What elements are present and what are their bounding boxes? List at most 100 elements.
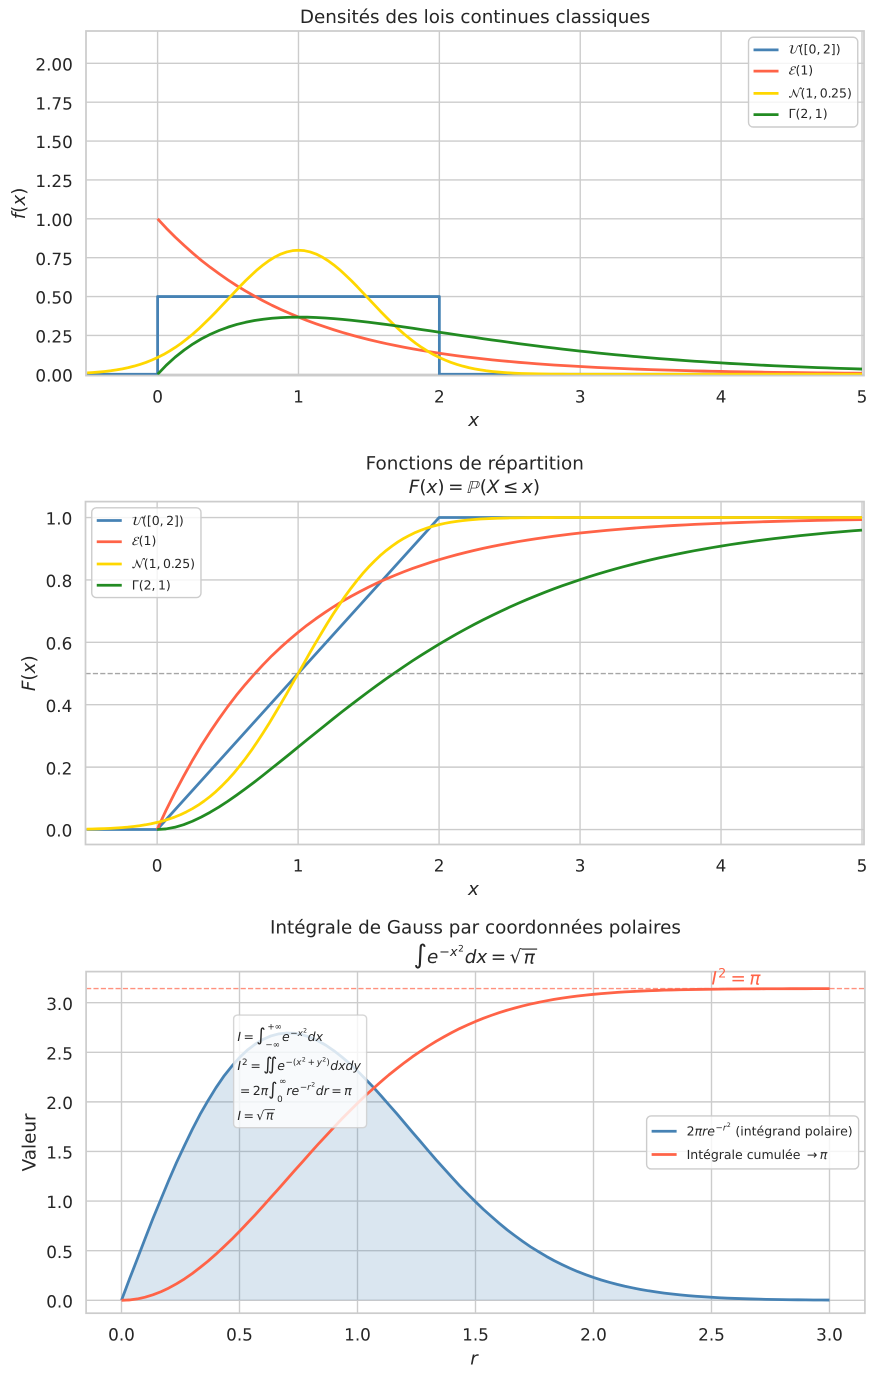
ytick-label: 0.6 — [46, 633, 73, 653]
annotation-line-0-part: = — [244, 1029, 254, 1044]
xtick-label: 1 — [293, 387, 304, 407]
ytick-label: 1.75 — [35, 93, 72, 113]
annotation-text: I =+∞−∞e − x 2 dxI 2 = e −(x 2 + y 2) dxdy=2 π∞0re − r 2 dr… — [237, 1023, 361, 1123]
annotation-line-1-part: 2 — [322, 1056, 326, 1063]
series-1-2 — [86, 516, 862, 831]
annotation-line-3-part: π — [266, 1107, 274, 1122]
annotation-line-1-part: e — [277, 1058, 285, 1073]
annotation-line-1-part: ) — [326, 1058, 329, 1068]
annotation-line-1-part: −( — [285, 1058, 296, 1068]
i2pi-part: = — [730, 969, 745, 990]
i2pi-part: π — [749, 969, 761, 990]
legend-frame — [747, 36, 859, 128]
ylabel-part: F — [19, 680, 40, 691]
chart-subtitle: F(x)=(X ≤ x) — [409, 477, 540, 498]
grid — [86, 31, 864, 376]
ytick-label: 1.00 — [35, 210, 72, 230]
gauss-title: Intégrale de Gauss par coordonnées polai… — [270, 918, 681, 939]
legend-label-0-part: 2 — [687, 1124, 695, 1139]
xtick-label: 0.0 — [108, 1324, 135, 1344]
i2pi-part: I — [712, 969, 717, 990]
series-0-2 — [87, 248, 862, 376]
subtitle-part: ≤ — [503, 477, 518, 498]
annotation-box — [232, 1014, 368, 1129]
legend-label-1-part: Intégrale — [687, 1147, 743, 1162]
gauss-overlays: I =+∞−∞e − x 2 dxI 2 = e −(x 2 + y 2) dxdy=2 π∞0re − r 2 dr… — [46, 943, 860, 1369]
subtitle-part: )= — [437, 477, 463, 498]
legend-label-0-part: ([0,2]) — [142, 513, 184, 528]
annotation-line-1-part: dxdy — [330, 1058, 361, 1073]
legend-label-1-part: (1) — [795, 63, 813, 78]
legend-label-0-part: − — [716, 1124, 723, 1134]
series-1-1 — [155, 518, 863, 831]
legend: 2 πre − r 2 (intégrand polaire)Intégrale cumulé… — [645, 1115, 860, 1170]
ylabel-part: x — [9, 195, 30, 207]
axes-frame — [84, 500, 865, 846]
math-glyph-dint — [269, 1081, 277, 1099]
subtitle-part: dx — [465, 947, 488, 968]
subtitle-part: ( — [480, 477, 487, 498]
ytick-label: 2.5 — [46, 1043, 73, 1063]
gauss-ylabel: Valeur — [20, 1113, 41, 1171]
legend-label-1-part: cumulée — [747, 1147, 801, 1162]
math-glyph-bbP — [467, 480, 480, 493]
legend-label-0-part: 2 — [727, 1122, 731, 1129]
annotation-line-2-part: ∞ — [279, 1077, 286, 1087]
annotation-line-2-part: dr — [316, 1083, 330, 1098]
annotation-line-1-part: 2 — [242, 1058, 248, 1068]
ylabel-part: ) — [19, 655, 40, 662]
ytick-label: 1.50 — [35, 132, 72, 152]
annotation-line-2-part: =2 — [240, 1083, 261, 1098]
xlabel-part: x — [467, 410, 479, 431]
repartition-title: Fonctions de répartition — [366, 454, 584, 475]
sqrt-bar — [264, 1109, 276, 1111]
xtick-label: 5 — [857, 387, 868, 407]
legend-label-1-part: (1) — [139, 533, 157, 548]
math-glyph-calU — [132, 516, 144, 526]
densites-title: Densités des lois continues classiques — [300, 7, 650, 28]
chart-gauss-polaire: I =+∞−∞e − x 2 dxI 2 = e −(x 2 + y 2) dxdy=2 π∞0re − r 2 dr… — [20, 918, 866, 1369]
axes-frame — [85, 30, 865, 377]
annotation-line-3-part: =√ — [244, 1108, 265, 1123]
xtick-label: 3 — [575, 856, 586, 876]
annotation-line-0-part: I — [237, 1029, 241, 1044]
refline-label: I 2 = π — [712, 967, 762, 990]
annotation-line-1-part: = — [250, 1058, 260, 1073]
sqrt-bar — [521, 948, 538, 950]
ylabel-part: ) — [9, 188, 30, 195]
ytick-label: 0.50 — [35, 288, 72, 308]
annotation-line-0-part: −∞ — [265, 1041, 280, 1051]
densites-overlays: ([0,2]) (1) (1,0.25) Γ(2,1) 0 1 2 3 4 5 0.00 0.25 0.… — [9, 36, 868, 431]
repartition-plot-area — [84, 500, 865, 846]
xtick-label: 1.5 — [462, 1324, 489, 1344]
ylabel-part: ( — [19, 673, 40, 680]
subtitle-part: X — [486, 477, 500, 498]
series-1-3 — [157, 528, 863, 831]
subtitle-part: ( — [419, 477, 426, 498]
legend-label-0-part: ([0,2]) — [799, 41, 841, 56]
ylabel-part: ( — [9, 206, 30, 213]
xlabel-part: r — [470, 1348, 479, 1369]
ytick-label: 1.0 — [46, 1192, 73, 1212]
xtick-label: 3 — [575, 387, 586, 407]
annotation-line-2-part: 0 — [277, 1095, 283, 1105]
ytick-label: 0.0 — [46, 1291, 73, 1311]
xtick-label: 5 — [857, 856, 868, 876]
annotation-line-0-part: e — [282, 1029, 290, 1044]
xtick-label: 4 — [716, 387, 727, 407]
subtitle-part: 2 — [458, 944, 464, 954]
axes-frame — [85, 970, 866, 1315]
annotation-line-0-part: − — [290, 1029, 297, 1039]
xtick-label: 2 — [434, 387, 445, 407]
densites-plot-area — [85, 30, 865, 377]
subtitle-part: x — [449, 945, 458, 960]
legend-frame — [91, 507, 202, 599]
annotation-line-3-part: I — [237, 1108, 241, 1123]
xtick-label: 0 — [152, 856, 163, 876]
annotation-line-1-part: x — [295, 1058, 302, 1068]
xtick-label: 1 — [293, 856, 304, 876]
legend-label-2-part: (1,0.25) — [144, 556, 195, 571]
legend: ([0,2]) (1) (1,0.25) Γ(2,1) — [91, 507, 202, 599]
ytick-label: 2.0 — [46, 1093, 73, 1113]
